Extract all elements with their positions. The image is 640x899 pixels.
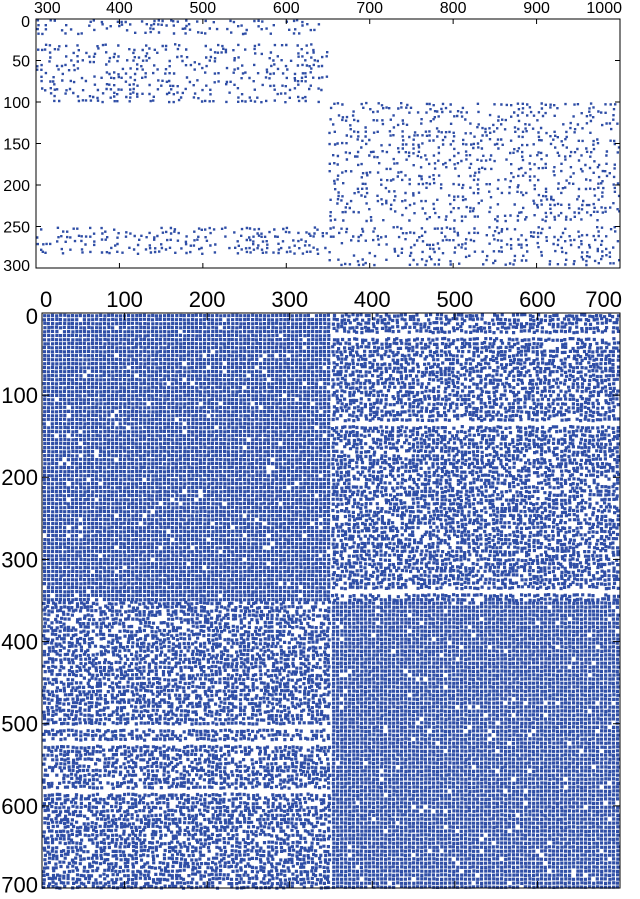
y-axis: 0 100 200 300 400 500 600 700: [1, 304, 620, 897]
x-tick-label: 300: [34, 0, 61, 17]
y-tick-label: 100: [3, 95, 30, 112]
x-axis: 0 100 200 300 400 500 600 700: [40, 287, 622, 888]
x-tick-label: 300: [271, 287, 308, 312]
block-0: [42, 313, 331, 602]
block-0-points: [42, 313, 331, 602]
block-1: [330, 312, 621, 603]
bottom-sparsity-plot: 0 100 200 300 400 500 600 700 0 100 200 300 400 500 60…: [1, 287, 622, 897]
x-tick-label: 600: [519, 287, 556, 312]
x-tick-label: 400: [354, 287, 391, 312]
block-3: [331, 601, 620, 889]
y-tick-label: 700: [1, 872, 38, 897]
x-tick-label: 700: [585, 287, 622, 312]
block-0-points: [36, 19, 329, 104]
top-sparsity-plot: 300 400 500 600 700 800 900 1000 0 50 100 150 200 250…: [3, 0, 622, 275]
y-tick-label: 250: [3, 219, 30, 236]
block-2: [42, 600, 332, 890]
x-tick-label: 700: [356, 0, 383, 17]
y-tick-label: 150: [3, 136, 30, 153]
block-3-points: [331, 601, 620, 889]
y-tick-label: 200: [1, 465, 38, 490]
y-tick-label: 100: [1, 383, 38, 408]
y-tick-label: 600: [1, 794, 38, 819]
block-2-points: [42, 600, 332, 890]
y-tick-label: 200: [3, 178, 30, 195]
block-2-points: [328, 101, 621, 267]
axes-frame: [41, 312, 621, 889]
x-tick-label: 400: [106, 0, 133, 17]
y-tick-label: 300: [1, 547, 38, 572]
x-tick-label: 200: [189, 287, 226, 312]
x-axis: 300 400 500 600 700 800 900 1000: [34, 0, 622, 268]
x-tick-label: 900: [523, 0, 550, 17]
x-tick-label: 1000: [586, 0, 622, 17]
x-tick-label: 0: [40, 287, 52, 312]
x-tick-label: 100: [106, 287, 143, 312]
block-2: [328, 101, 621, 267]
nonzero-entries: [36, 19, 621, 267]
y-axis: 0 50 100 150 200 250 300: [3, 14, 620, 275]
nonzero-entries: [42, 312, 621, 890]
block-0: [36, 19, 329, 104]
plot-area: [36, 19, 620, 268]
y-tick-label: 500: [1, 712, 38, 737]
x-tick-label: 800: [440, 0, 467, 17]
y-tick-label: 0: [26, 304, 38, 329]
y-tick-label: 0: [21, 14, 30, 31]
block-1: [36, 226, 328, 255]
block-1-points: [36, 226, 328, 255]
block-1-points: [330, 312, 621, 603]
x-tick-label: 500: [436, 287, 473, 312]
y-tick-label: 50: [12, 53, 30, 70]
y-tick-label: 400: [1, 629, 38, 654]
x-tick-label: 500: [190, 0, 217, 17]
y-tick-label: 300: [3, 258, 30, 275]
x-tick-label: 600: [273, 0, 300, 17]
